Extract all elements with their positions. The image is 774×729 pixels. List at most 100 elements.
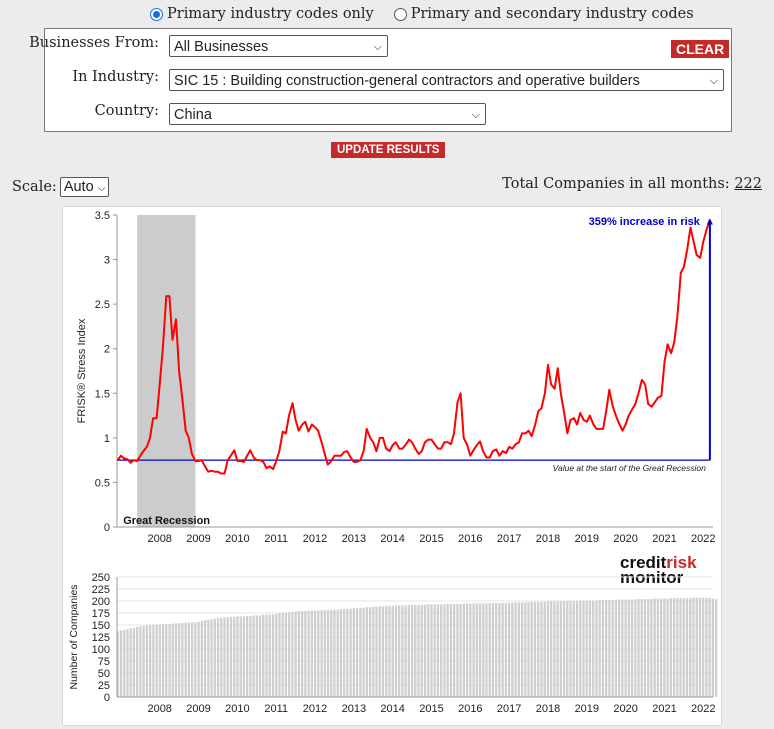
company-count-bar [624,599,627,697]
company-count-bar [129,628,132,697]
company-count-bar [550,601,553,697]
company-count-bar [453,603,456,697]
company-count-bar [482,603,485,697]
chevron-down-icon: ⌵ [471,109,480,121]
scale-select[interactable]: Auto ⌵ [59,177,110,197]
company-count-bar [265,614,268,697]
company-count-bar [359,607,362,697]
company-count-bar [520,602,524,697]
company-count-bar [666,598,669,697]
x-tick-label: 2009 [186,533,210,545]
company-count-bar [388,605,391,697]
company-count-bar [475,603,478,697]
company-count-bar [485,603,488,697]
company-count-bar [291,611,294,697]
company-count-bar [643,599,647,697]
scale-label: Scale: [12,179,57,195]
company-count-bar [239,616,242,697]
bar-x-tick-label: 2017 [497,703,521,715]
company-count-bar [226,617,229,697]
company-count-bar [233,616,236,697]
company-count-bar [569,601,572,697]
x-tick-label: 2014 [380,533,404,545]
company-count-bar [440,604,443,697]
radio-primary-label: Primary industry codes only [167,6,374,22]
total-companies-value[interactable]: 222 [734,176,762,192]
company-count-bar [465,603,469,697]
bar-y-tick-label: 25 [98,680,110,692]
update-results-button[interactable]: UPDATE RESULTS [331,142,446,158]
radio-secondary-option[interactable]: Primary and secondary industry codes [393,6,694,22]
company-count-bar [517,602,520,697]
company-count-bar [562,601,566,697]
company-count-bar [702,597,705,697]
company-count-bar [508,602,511,697]
company-count-bar [423,604,427,697]
company-count-bar [679,598,682,697]
country-select[interactable]: China ⌵ [169,103,486,125]
company-count-bar [362,607,365,697]
company-count-bar [148,625,152,697]
company-count-bar [352,608,356,697]
bar-y-tick-label: 100 [92,644,110,656]
company-count-bar [216,618,220,697]
company-count-bar [242,616,246,697]
company-count-bar [252,615,255,697]
company-count-bar [617,599,621,697]
company-count-bar [601,600,605,697]
bar-x-tick-label: 2019 [575,703,599,715]
company-count-bar [407,604,410,697]
company-count-bar [372,606,375,697]
y-tick-label: 3 [104,255,110,267]
company-count-bar [527,601,530,697]
radio-primary-option[interactable]: Primary industry codes only [150,6,374,22]
company-count-bar [592,600,595,697]
y-tick-label: 1 [104,433,110,445]
country-label: Country: [94,103,159,119]
chevron-down-icon: ⌵ [373,41,382,53]
company-count-bar [695,597,698,697]
company-count-bar [582,600,585,697]
company-count-bar [498,602,501,697]
company-count-bar [326,610,330,697]
charts-svg: 0 0.5 1 1.5 2 2.5 3 3.5 2008 2009 2010 2011 2012 2013… [68,210,718,715]
company-count-bar [171,623,174,697]
radio-primary[interactable] [150,7,163,21]
businesses-select[interactable]: All Businesses ⌵ [169,35,388,57]
chevron-down-icon: ⌵ [709,75,718,87]
company-count-bar [621,599,624,697]
company-count-bar [634,599,637,697]
company-count-bar [336,609,339,697]
company-count-bar [656,598,660,697]
increase-annotation: 359% increase in risk [589,216,701,228]
company-count-bar [262,614,265,697]
company-count-bar [714,599,718,697]
company-count-bar [650,599,653,697]
company-count-bar [595,600,598,697]
x-tick-label: 2021 [652,533,676,545]
company-count-bar [540,601,543,697]
industry-select[interactable]: SIC 15 : Building construction-general c… [169,69,724,91]
scale-control: Scale: Auto ⌵ [12,177,110,197]
company-count-bar [355,608,359,697]
x-tick-label: 2022 [691,533,715,545]
bar-y-axis-title: Number of Companies [68,584,80,689]
recession-band [137,215,196,527]
bar-x-tick-label: 2014 [380,703,404,715]
businesses-select-value: All Businesses [174,39,269,55]
company-count-bar [368,607,372,697]
x-tick-label: 2018 [536,533,560,545]
radio-secondary[interactable] [393,7,407,21]
clear-button[interactable]: CLEAR [671,40,730,58]
increase-arrow-head [706,218,713,225]
bar-x-tick-label: 2021 [652,703,676,715]
company-count-bar [394,605,398,697]
company-count-bar [504,602,508,697]
company-count-bar [660,598,663,697]
company-count-bar [229,616,233,697]
company-count-bar [126,629,129,697]
bar-x-tick-label: 2016 [458,703,482,715]
x-tick-label: 2015 [419,533,443,545]
company-count-bar [524,602,527,697]
company-count-bar [637,599,640,697]
